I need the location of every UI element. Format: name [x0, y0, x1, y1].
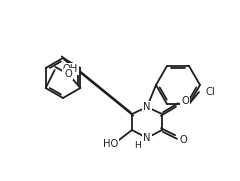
- Text: HO: HO: [103, 139, 119, 149]
- Text: N: N: [143, 133, 151, 143]
- Text: N: N: [143, 102, 151, 112]
- Text: O: O: [181, 96, 189, 106]
- Text: O: O: [65, 69, 72, 79]
- Text: H: H: [135, 140, 141, 150]
- Text: OH: OH: [63, 64, 78, 74]
- Text: Cl: Cl: [205, 87, 215, 97]
- Text: O: O: [180, 135, 188, 145]
